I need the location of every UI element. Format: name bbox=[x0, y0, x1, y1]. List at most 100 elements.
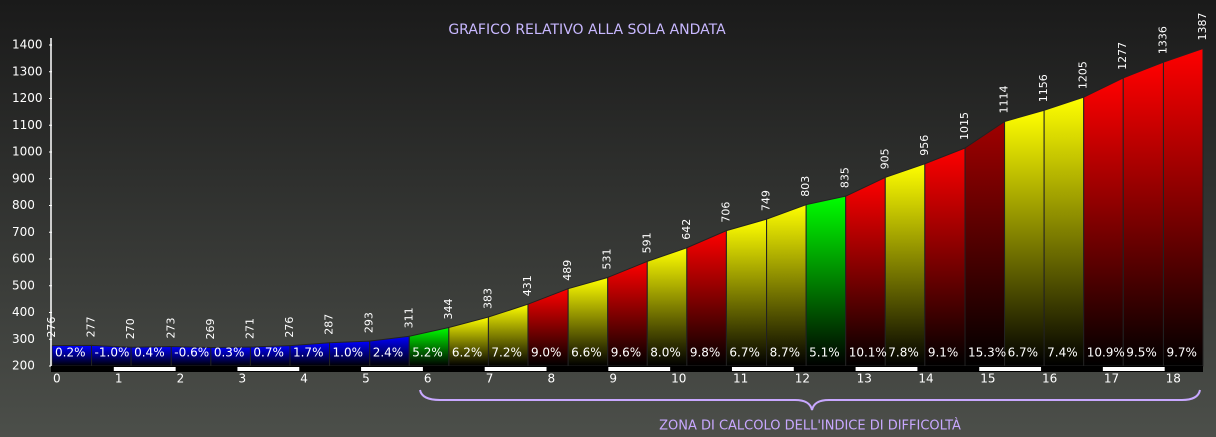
gradient-label: 6.2% bbox=[452, 346, 483, 360]
y-tick-label: 200 bbox=[12, 359, 35, 373]
x-tick-label: 3 bbox=[238, 372, 246, 386]
elevation-label: 642 bbox=[680, 219, 693, 240]
x-tick-label: 14 bbox=[918, 372, 933, 386]
elevation-label: 706 bbox=[719, 202, 732, 223]
gradient-label: 7.2% bbox=[491, 346, 521, 360]
elevation-label: 591 bbox=[640, 232, 653, 253]
km-dash bbox=[113, 367, 176, 371]
gradient-label: 7.4% bbox=[1047, 346, 1078, 360]
elevation-label: 431 bbox=[521, 275, 534, 296]
x-tick-label: 16 bbox=[1042, 372, 1057, 386]
segment bbox=[805, 195, 847, 367]
elevation-label: 1156 bbox=[1037, 74, 1050, 102]
km-dash bbox=[484, 367, 547, 371]
y-tick-label: 900 bbox=[12, 171, 35, 185]
km-dash bbox=[979, 367, 1042, 371]
zone-annotation: ZONA DI CALCOLO DELL'INDICE DI DIFFICOLT… bbox=[659, 418, 961, 434]
segment bbox=[924, 147, 966, 367]
km-dash bbox=[731, 367, 794, 371]
x-tick-label: 8 bbox=[548, 372, 556, 386]
gradient-label: 9.5% bbox=[1126, 346, 1157, 360]
gradient-label: -0.6% bbox=[174, 346, 209, 360]
chart-title: GRAFICO RELATIVO ALLA SOLA ANDATA bbox=[448, 22, 726, 38]
segment bbox=[766, 203, 807, 367]
elevation-label: 803 bbox=[799, 176, 812, 197]
elevation-label: 1387 bbox=[1196, 12, 1209, 40]
gradient-label: 9.7% bbox=[1166, 346, 1197, 360]
gradient-label: 7.8% bbox=[888, 346, 919, 360]
x-tick-label: 11 bbox=[733, 372, 748, 386]
segment bbox=[1083, 77, 1124, 367]
gradient-label: 1.7% bbox=[293, 346, 324, 360]
x-tick-label: 12 bbox=[795, 372, 810, 386]
km-dash bbox=[237, 367, 300, 371]
elevation-label: 905 bbox=[878, 148, 891, 169]
segment bbox=[1122, 61, 1164, 367]
gradient-label: 10.9% bbox=[1087, 346, 1125, 360]
gradient-label: 10.1% bbox=[849, 346, 887, 360]
elevation-label: 287 bbox=[323, 314, 336, 335]
elevation-label: 956 bbox=[918, 135, 931, 156]
y-tick-label: 1200 bbox=[12, 91, 43, 105]
gradient-label: 6.6% bbox=[571, 346, 602, 360]
elevation-label: 1114 bbox=[998, 86, 1011, 114]
x-tick-label: 15 bbox=[980, 372, 995, 386]
elevation-label: 835 bbox=[839, 167, 852, 188]
x-tick-label: 1 bbox=[115, 372, 123, 386]
km-dash bbox=[855, 367, 918, 371]
gradient-label: 2.4% bbox=[373, 346, 404, 360]
gradient-label: 6.7% bbox=[1008, 346, 1038, 360]
elevation-label: 383 bbox=[481, 288, 494, 309]
segment bbox=[725, 218, 768, 367]
y-tick-label: 800 bbox=[12, 198, 35, 212]
elevation-label: 531 bbox=[601, 248, 614, 269]
elevation-label: 1336 bbox=[1156, 26, 1169, 54]
y-tick-label: 1400 bbox=[12, 38, 43, 52]
segment bbox=[884, 163, 926, 367]
elevation-label: 270 bbox=[124, 318, 137, 339]
elevation-label: 749 bbox=[760, 190, 773, 211]
gradient-label: 5.2% bbox=[412, 346, 443, 360]
km-dash bbox=[361, 367, 423, 371]
y-tick-label: 600 bbox=[12, 252, 35, 266]
elevation-label: 277 bbox=[85, 316, 98, 337]
km-dash bbox=[1102, 367, 1165, 371]
gradient-label: 9.6% bbox=[611, 346, 642, 360]
elevation-label: 273 bbox=[164, 317, 177, 338]
elevation-label: 344 bbox=[442, 298, 455, 319]
zone-brace bbox=[419, 389, 1201, 411]
elevation-label: 271 bbox=[243, 318, 256, 339]
x-tick-label: 2 bbox=[177, 372, 185, 386]
gradient-label: 9.0% bbox=[531, 346, 562, 360]
x-tick-label: 18 bbox=[1166, 372, 1181, 386]
y-tick-label: 1300 bbox=[12, 64, 43, 78]
x-tick-label: 9 bbox=[609, 372, 617, 386]
x-tick-label: 7 bbox=[486, 372, 494, 386]
segment bbox=[845, 176, 886, 367]
elevation-label: 311 bbox=[402, 307, 415, 328]
x-tick-label: 17 bbox=[1104, 372, 1119, 386]
elevation-label: 276 bbox=[283, 317, 296, 338]
elevation-label: 1277 bbox=[1116, 42, 1129, 70]
gradient-label: -1.0% bbox=[95, 346, 130, 360]
segment bbox=[1043, 96, 1085, 367]
segment bbox=[964, 120, 1006, 367]
gradient-label: 9.1% bbox=[928, 346, 959, 360]
x-tick-label: 5 bbox=[362, 372, 370, 386]
gradient-label: 0.3% bbox=[214, 346, 245, 360]
x-tick-label: 4 bbox=[300, 372, 308, 386]
elevation-label: 1015 bbox=[958, 112, 971, 140]
segment bbox=[1162, 47, 1204, 367]
x-tick-label: 6 bbox=[424, 372, 432, 386]
segment bbox=[1004, 109, 1045, 367]
gradient-label: 1.0% bbox=[333, 346, 364, 360]
gradient-label: 8.7% bbox=[770, 346, 801, 360]
gradient-label: 15.3% bbox=[968, 346, 1006, 360]
km-dash bbox=[608, 367, 671, 371]
gradient-label: 9.8% bbox=[690, 346, 721, 360]
gradient-label: 5.1% bbox=[809, 346, 840, 360]
elevation-label: 489 bbox=[561, 260, 574, 281]
x-tick-label: 13 bbox=[857, 372, 872, 386]
